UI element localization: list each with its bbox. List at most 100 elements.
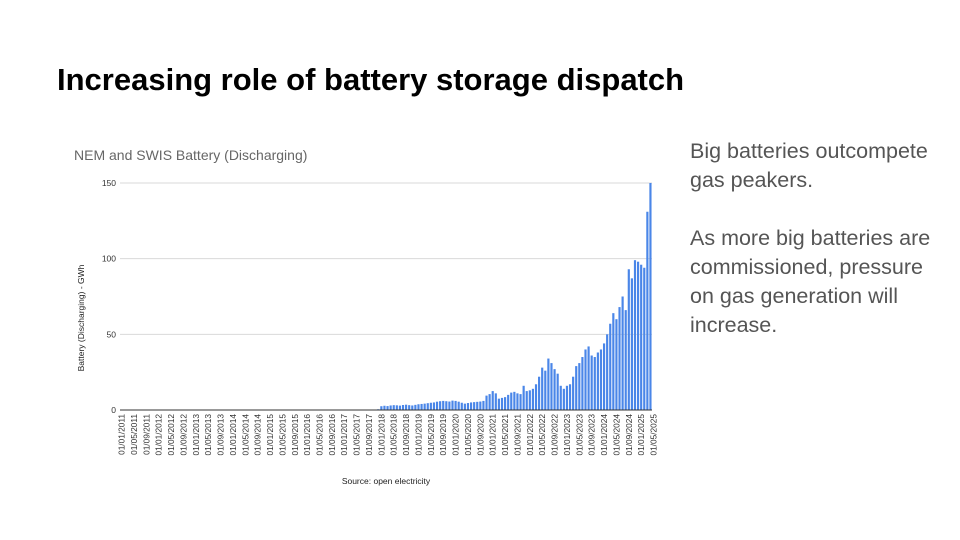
bar	[389, 405, 392, 410]
chart-title: NEM and SWIS Battery (Discharging)	[74, 147, 307, 163]
slide-title: Increasing role of battery storage dispa…	[57, 62, 685, 97]
bar	[401, 405, 405, 410]
x-tick-label: 01/05/2014	[240, 414, 250, 456]
bar	[432, 402, 436, 410]
bar	[414, 404, 417, 410]
bar	[609, 323, 612, 410]
bar	[633, 260, 637, 410]
bar	[627, 269, 630, 410]
source-label: Source: open electricity	[342, 476, 431, 486]
x-tick-label: 01/09/2020	[475, 414, 485, 456]
bar	[556, 373, 559, 410]
x-tick-label: 01/05/2024	[611, 414, 621, 456]
x-tick-label: 01/01/2023	[562, 414, 572, 456]
x-tick-label: 01/09/2022	[550, 414, 560, 456]
bar	[500, 397, 504, 410]
bars	[374, 183, 652, 411]
bar	[383, 405, 386, 410]
x-tick-label: 01/05/2021	[500, 414, 510, 456]
bar	[507, 394, 510, 410]
x-tick-label: 01/09/2021	[512, 414, 522, 456]
x-tick-label: 01/05/2015	[277, 414, 287, 456]
bar	[411, 405, 414, 410]
bar	[392, 405, 395, 410]
x-tick-label: 01/01/2017	[339, 414, 349, 456]
bar	[420, 403, 423, 410]
bar	[568, 384, 572, 410]
bar	[528, 390, 531, 410]
bar	[473, 402, 476, 410]
x-tick-label: 01/05/2019	[426, 414, 436, 456]
bar	[423, 403, 426, 410]
bar	[491, 391, 494, 410]
x-tick-label: 01/05/2023	[574, 414, 584, 456]
bar	[519, 394, 522, 410]
bar	[565, 385, 569, 410]
y-tick-label: 150	[102, 178, 116, 188]
bar	[488, 394, 491, 410]
bar	[547, 358, 550, 410]
bar	[435, 401, 439, 410]
bar	[380, 406, 383, 410]
bar	[615, 319, 618, 410]
bar	[581, 357, 584, 410]
y-tick-label: 0	[111, 405, 116, 415]
bar	[460, 402, 463, 410]
x-tick-label: 01/01/2020	[451, 414, 461, 456]
x-tick-label: 01/09/2014	[253, 414, 263, 456]
bar	[408, 405, 411, 410]
x-tick-label: 01/01/2011	[117, 414, 127, 455]
x-tick-label: 01/01/2014	[228, 414, 238, 456]
bar	[442, 400, 445, 410]
bar	[516, 393, 519, 410]
bar	[405, 404, 408, 410]
x-tick-label: 01/01/2018	[376, 414, 386, 456]
x-tick-label: 01/09/2018	[401, 414, 411, 456]
bar	[618, 307, 621, 410]
y-tick-label: 100	[102, 254, 116, 264]
y-tick-labels: 0 50 100 150	[102, 178, 116, 415]
bar	[621, 296, 624, 410]
x-tick-label: 01/05/2016	[315, 414, 325, 456]
side-text: Big batteries outcompete gas peakers. As…	[690, 137, 940, 369]
bar	[602, 343, 606, 410]
x-tick-label: 01/05/2011	[129, 414, 139, 455]
x-tick-label: 01/05/2018	[389, 414, 399, 456]
bar	[463, 403, 466, 410]
bar	[479, 401, 482, 410]
chart-svg: NEM and SWIS Battery (Discharging) Batte…	[74, 147, 659, 486]
bar	[457, 401, 460, 410]
x-tick-label: 01/01/2024	[599, 414, 609, 456]
bar	[482, 400, 485, 410]
bar	[497, 398, 500, 410]
x-tick-label: 01/01/2025	[636, 414, 646, 456]
bar	[469, 402, 473, 410]
x-tick-label: 01/01/2012	[154, 414, 164, 456]
bar	[395, 405, 398, 410]
bar	[429, 402, 432, 410]
x-tick-label: 01/05/2013	[203, 414, 213, 456]
bar	[466, 403, 470, 410]
bar	[513, 391, 516, 410]
bar	[398, 405, 402, 410]
bar	[550, 363, 553, 410]
x-tick-label: 01/05/2022	[537, 414, 547, 456]
bar	[544, 370, 547, 410]
bar	[562, 388, 565, 410]
bar	[451, 400, 454, 410]
bar	[575, 366, 578, 410]
bar	[476, 401, 479, 410]
x-tick-label: 01/09/2017	[364, 414, 374, 456]
bar	[541, 367, 544, 410]
bar	[596, 352, 599, 410]
bar	[559, 385, 562, 410]
side-paragraph-1: Big batteries outcompete gas peakers.	[690, 139, 928, 192]
x-tick-labels: 01/01/2011 01/05/2011 01/09/2011 01/01/2012…	[117, 414, 659, 456]
bar	[584, 349, 587, 410]
bar	[538, 376, 541, 410]
bar	[522, 385, 525, 410]
x-tick-label: 01/09/2016	[327, 414, 337, 456]
bar	[531, 388, 535, 410]
bar	[454, 400, 457, 410]
bar	[637, 261, 640, 410]
